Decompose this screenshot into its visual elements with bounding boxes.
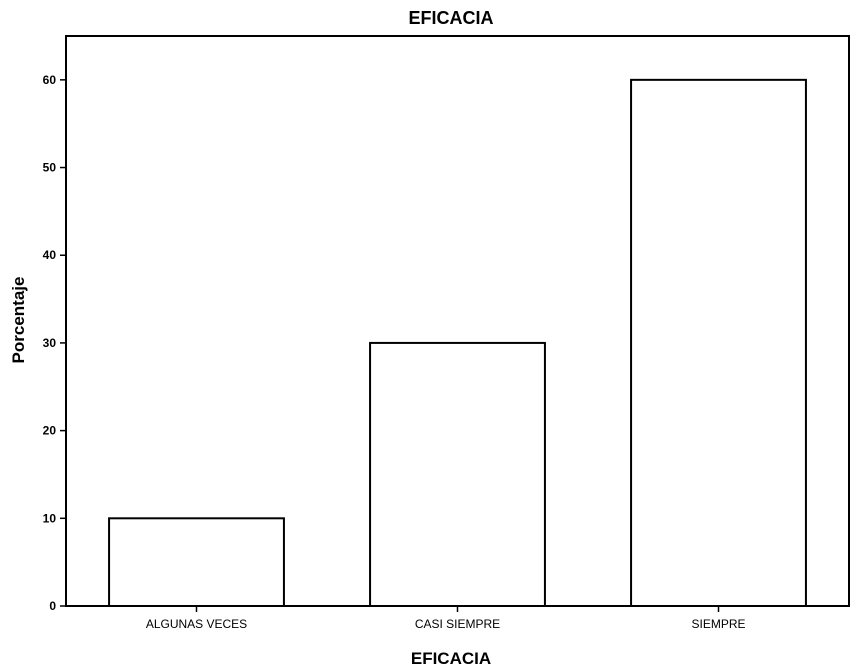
x-tick-label: ALGUNAS VECES xyxy=(146,617,247,631)
bar xyxy=(369,341,546,607)
x-tick-label: SIEMPRE xyxy=(691,617,745,631)
y-tick-label: 60 xyxy=(43,73,57,87)
y-tick-label: 0 xyxy=(49,599,56,613)
x-tick-label: CASI SIEMPRE xyxy=(415,617,500,631)
x-axis-label: EFICACIA xyxy=(411,649,491,668)
chart-title: EFICACIA xyxy=(409,8,494,28)
y-axis-label: Porcentaje xyxy=(9,277,28,364)
y-tick-label: 50 xyxy=(43,161,57,175)
y-tick-label: 40 xyxy=(43,248,57,262)
y-tick-label: 20 xyxy=(43,424,57,438)
bar xyxy=(630,78,807,608)
bars-group xyxy=(108,78,807,608)
y-tick-label: 10 xyxy=(43,511,57,525)
bar xyxy=(108,517,285,607)
y-tick-label: 30 xyxy=(43,336,57,350)
x-axis: ALGUNAS VECES CASI SIEMPRE SIEMPRE xyxy=(146,606,746,631)
y-axis: 0 10 20 30 40 50 60 xyxy=(43,73,66,613)
